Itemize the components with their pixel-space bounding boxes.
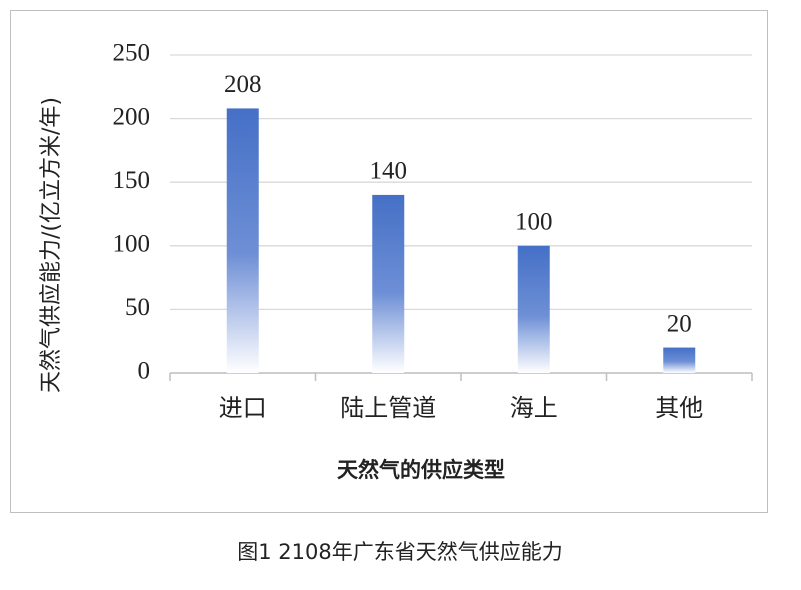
y-tick-label: 0	[138, 358, 151, 385]
bar	[663, 347, 696, 373]
data-label: 208	[224, 71, 262, 98]
y-axis-label: 天然气供应能力/(亿立方米/年)	[39, 97, 64, 393]
bar	[517, 245, 550, 373]
x-tick-label: 其他	[655, 394, 703, 422]
data-label: 140	[370, 158, 408, 185]
y-tick-label: 200	[113, 103, 151, 130]
x-tick-label: 进口	[219, 394, 267, 422]
bar	[372, 194, 405, 373]
caption: 图1 2108年广东省天然气供应能力	[237, 540, 562, 564]
y-tick-label: 100	[113, 231, 151, 258]
y-tick-label: 50	[125, 294, 150, 321]
y-tick-label: 150	[113, 167, 151, 194]
chart-frame	[10, 10, 768, 513]
data-label: 100	[515, 209, 553, 236]
x-tick-label: 陆上管道	[340, 394, 436, 422]
x-axis-label: 天然气的供应类型	[337, 458, 505, 482]
y-tick-label: 250	[113, 40, 151, 67]
data-label: 20	[667, 310, 692, 337]
x-tick-label: 海上	[510, 394, 558, 422]
bar	[226, 108, 259, 373]
